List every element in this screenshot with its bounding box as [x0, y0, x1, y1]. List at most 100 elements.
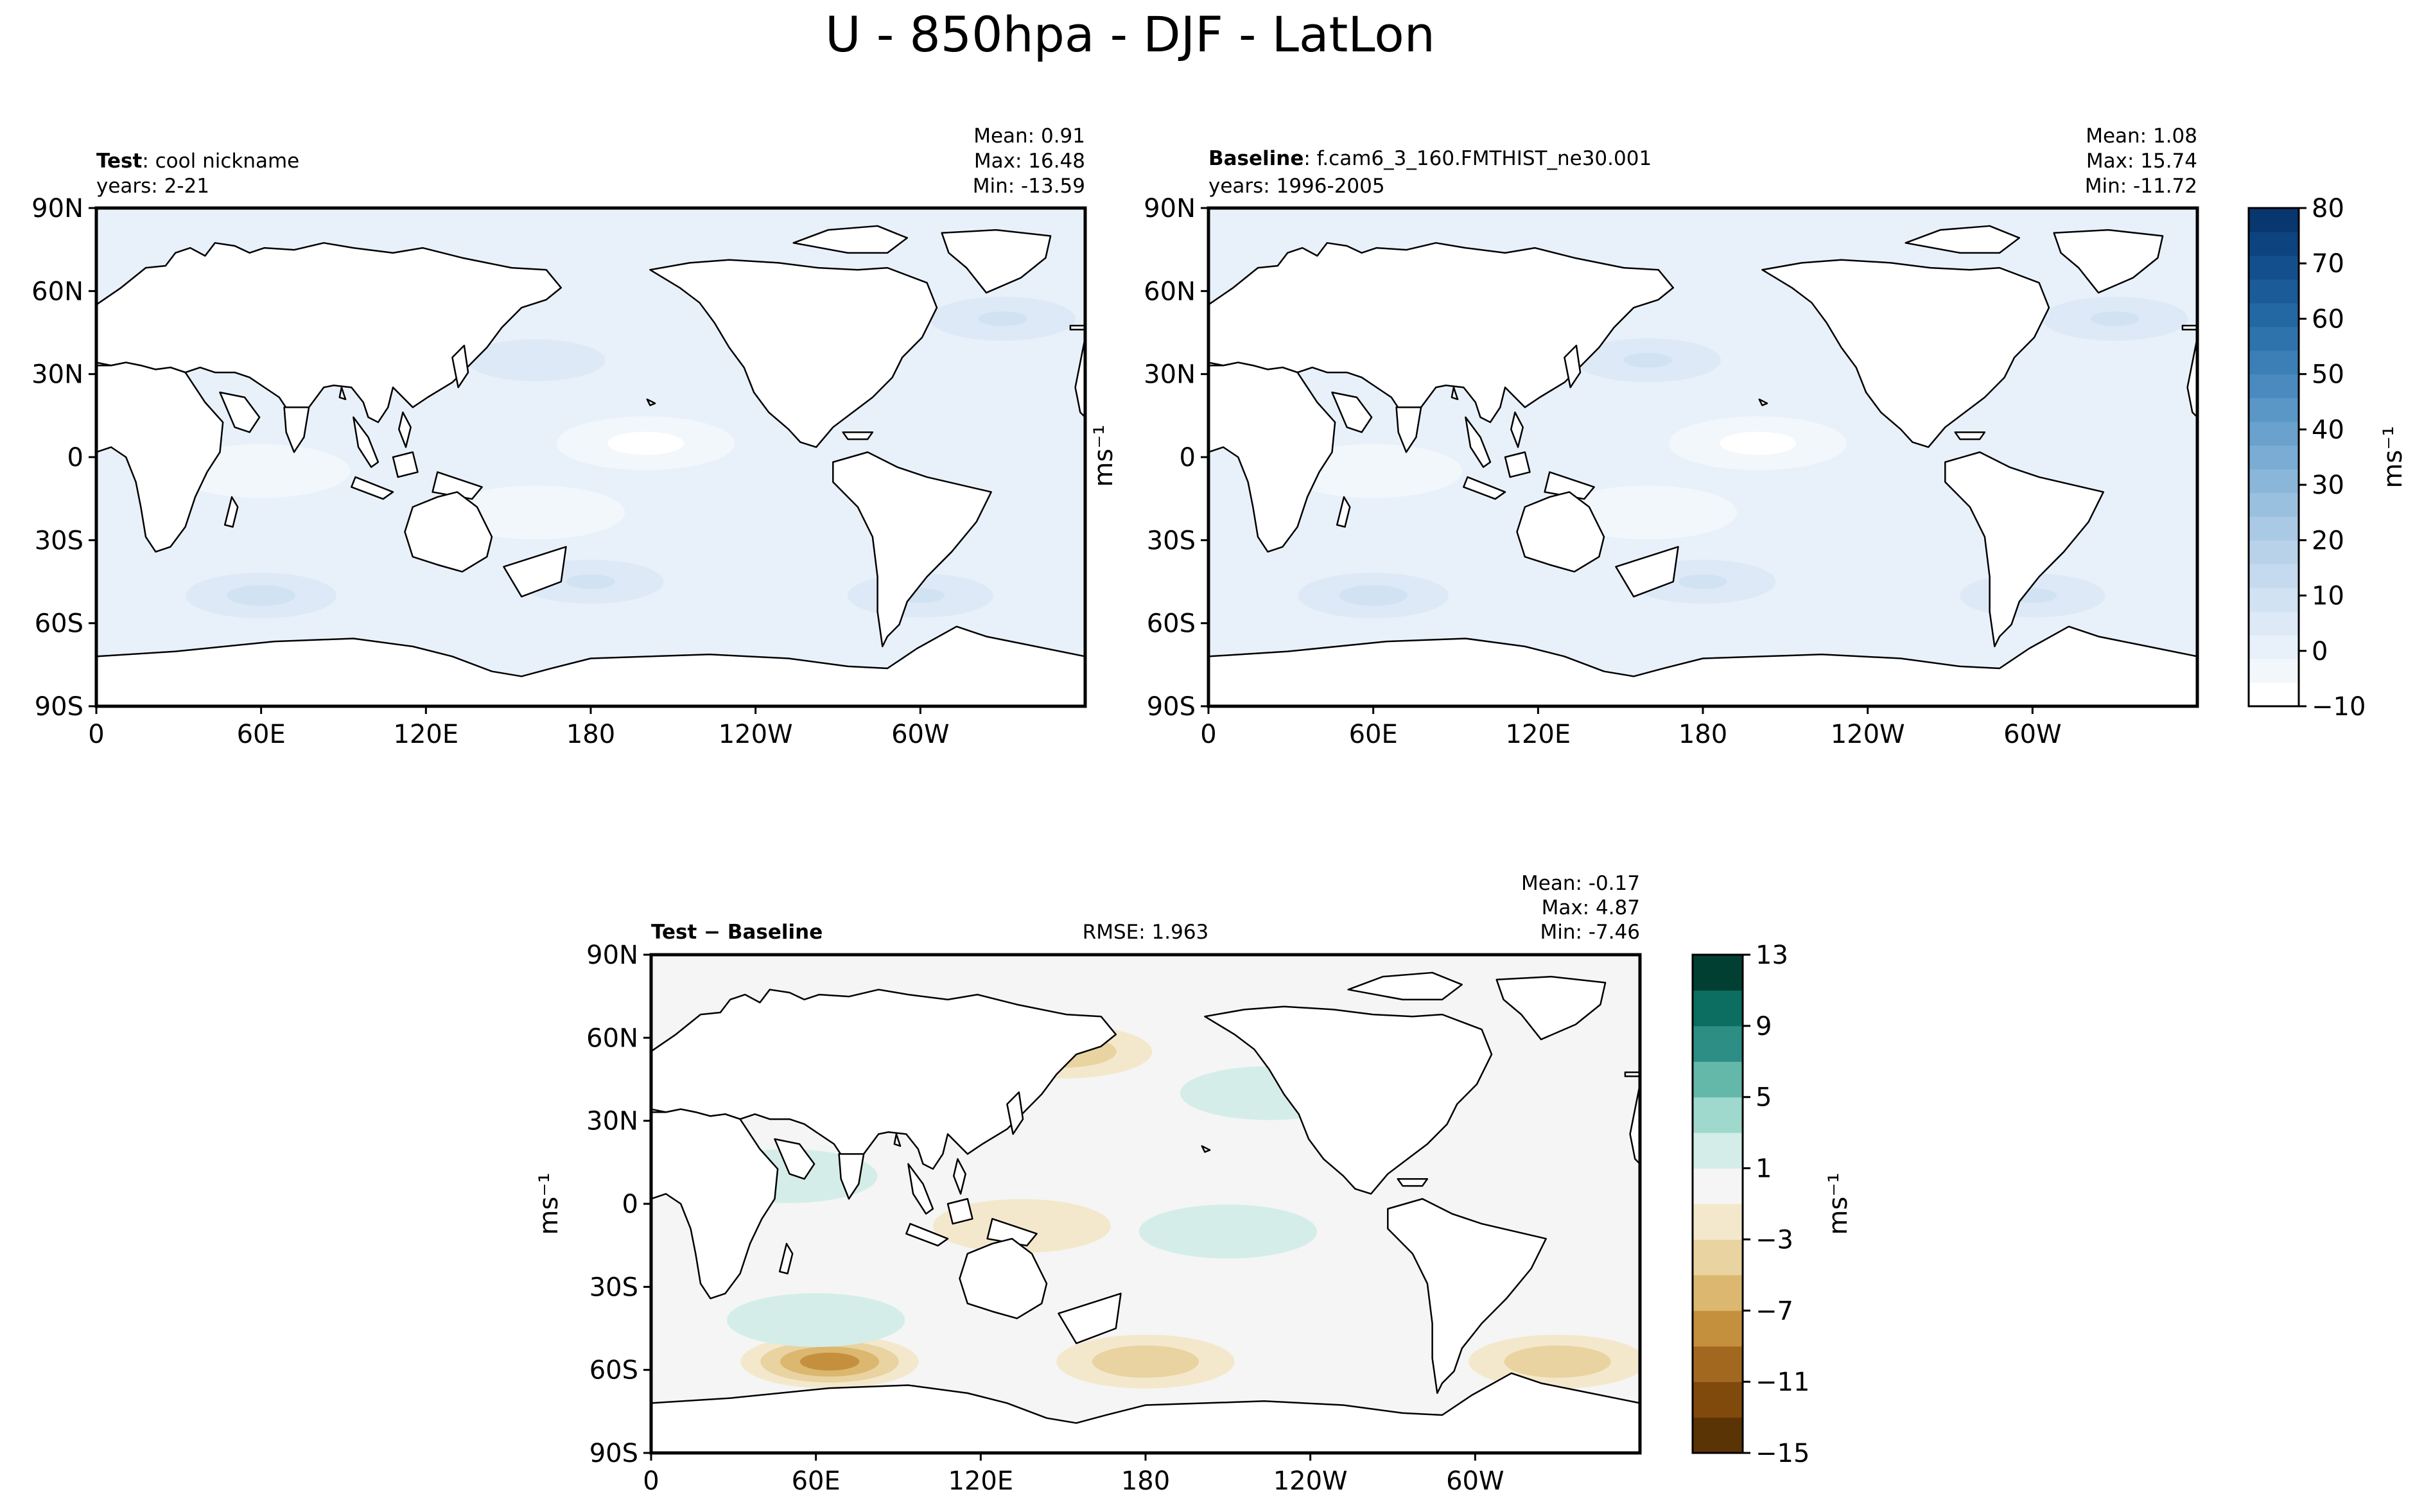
test-mean: Mean: 0.91: [973, 125, 1085, 148]
diff-y-tick-label: 0: [622, 1190, 638, 1219]
diff-colorbar-tick-label: 9: [1756, 1012, 1772, 1041]
baseline-panel: 0 60E 120E 180 120W 60W 90N 60N 30N 0 30S 60S 90S: [1144, 194, 2199, 749]
main-colorbar-swatch: [2249, 611, 2299, 636]
baseline-y-tick-label: 60S: [1147, 609, 1196, 639]
test-x-tick-label: 60W: [891, 720, 949, 749]
diff-colorbar-swatch: [1693, 1417, 1743, 1454]
test-field-contour: [506, 351, 566, 370]
main-colorbar-swatch: [2249, 635, 2299, 659]
diff-colorbar-swatch: [1693, 1061, 1743, 1098]
main-colorbar-swatch: [2249, 516, 2299, 541]
test-x-tick-label: 0: [88, 720, 104, 749]
diff-colorbar-swatch: [1693, 955, 1743, 991]
diff-colorbar-tick-label: −3: [1756, 1225, 1793, 1255]
diff-colorbar-units: ms⁻¹: [1824, 1173, 1853, 1235]
test-min: Min: -13.59: [973, 175, 1085, 198]
baseline-label: Baseline: f.cam6_3_160.FMTHIST_ne30.001: [1208, 147, 1652, 170]
test-panel: 0 60E 120E 180 120W 60W 90N 60N 30N 0 30S 60S 90S: [31, 194, 1087, 749]
baseline-min: Min: -11.72: [2085, 175, 2197, 198]
baseline-field-contour: [1352, 589, 1394, 602]
diff-x-tick-label: 0: [643, 1466, 659, 1496]
diff-y-tick-label: 60S: [589, 1356, 638, 1386]
diff-field-contour: [1092, 1345, 1199, 1378]
diff-max: Max: 4.87: [1542, 896, 1640, 919]
main-colorbar-tick-label: 0: [2312, 637, 2328, 666]
main-colorbar-tick-label: 50: [2312, 360, 2344, 390]
diff-colorbar: 13 9 5 1 −3 −7 −11 −15: [1691, 941, 1809, 1468]
diff-colorbar-swatch: [1693, 1274, 1743, 1311]
diff-colorbar-tick-label: −7: [1756, 1296, 1793, 1326]
test-x-tick-label: 120E: [394, 720, 459, 749]
baseline-x-tick-label: 120W: [1831, 720, 1905, 749]
diff-colorbar-swatch: [1693, 990, 1743, 1027]
test-y-tick-label: 60S: [35, 609, 83, 639]
baseline-x-tick-label: 60E: [1349, 720, 1398, 749]
baseline-years: years: 1996-2005: [1208, 175, 1385, 198]
test-y-tick-label: 30S: [35, 526, 83, 555]
top-units-label: ms⁻¹: [1089, 425, 1119, 487]
baseline-field-contour: [1594, 496, 1702, 529]
main-colorbar-swatch: [2249, 255, 2299, 280]
main-colorbar-swatch: [2249, 208, 2299, 232]
baseline-x-tick-label: 120E: [1506, 720, 1571, 749]
diff-colorbar-swatch: [1693, 1310, 1743, 1347]
main-colorbar-tick-label: 30: [2312, 471, 2344, 500]
main-colorbar-swatch: [2249, 279, 2299, 304]
baseline-field-contour: [2090, 311, 2140, 326]
main-colorbar-swatch: [2249, 445, 2299, 469]
main-colorbar-swatch: [2249, 540, 2299, 564]
diff-colorbar-tick-label: 13: [1756, 941, 1788, 970]
diff-colorbar-swatch: [1693, 1239, 1743, 1276]
diff-min: Min: -7.46: [1540, 921, 1640, 944]
main-colorbar-swatch: [2249, 231, 2299, 256]
test-y-tick-label: 90N: [31, 194, 83, 223]
test-field-contour: [240, 589, 282, 602]
baseline-field-contour: [1320, 455, 1427, 487]
baseline-y-tick-label: 30S: [1147, 526, 1196, 555]
test-y-tick-label: 0: [67, 443, 83, 473]
baseline-y-tick-label: 30N: [1144, 360, 1196, 390]
main-colorbar-swatch: [2249, 469, 2299, 493]
test-label: Test: cool nickname: [96, 150, 299, 173]
main-colorbar-swatch: [2249, 350, 2299, 375]
test-field-contour: [607, 431, 684, 455]
diff-colorbar-swatch: [1693, 1097, 1743, 1133]
diff-x-tick-label: 180: [1121, 1466, 1170, 1496]
baseline-y-tick-label: 90N: [1144, 194, 1196, 223]
test-y-tick-label: 90S: [35, 692, 83, 722]
test-field-contour: [978, 311, 1027, 326]
diff-colorbar-swatch: [1693, 1204, 1743, 1240]
diff-x-tick-label: 60E: [792, 1466, 841, 1496]
diff-colorbar-swatch: [1693, 1382, 1743, 1418]
test-years: years: 2-21: [96, 175, 209, 198]
main-colorbar-tick-label: 80: [2312, 194, 2344, 223]
diff-colorbar-swatch: [1693, 1133, 1743, 1169]
diff-field-contour: [1504, 1345, 1611, 1378]
main-colorbar-tick-label: 10: [2312, 582, 2344, 611]
diff-y-tick-label: 30S: [589, 1273, 638, 1302]
test-x-tick-label: 180: [566, 720, 615, 749]
diff-units-label: ms⁻¹: [534, 1173, 564, 1235]
main-colorbar-tick-label: 20: [2312, 526, 2344, 555]
diff-colorbar-tick-label: 1: [1756, 1154, 1772, 1184]
diff-label: Test − Baseline: [651, 921, 823, 944]
main-colorbar-swatch: [2249, 682, 2299, 707]
diff-field-contour: [799, 1352, 860, 1371]
main-colorbar-swatch: [2249, 302, 2299, 327]
baseline-x-tick-label: 0: [1200, 720, 1216, 749]
test-x-tick-label: 120W: [719, 720, 793, 749]
test-y-tick-label: 30N: [31, 360, 83, 390]
diff-x-tick-label: 120W: [1273, 1466, 1348, 1496]
diff-colorbar-swatch: [1693, 1168, 1743, 1204]
main-colorbar-tick-label: 60: [2312, 304, 2344, 334]
baseline-x-tick-label: 180: [1678, 720, 1727, 749]
main-colorbar-swatch: [2249, 326, 2299, 351]
baseline-y-tick-label: 90S: [1147, 692, 1196, 722]
main-colorbar-swatch: [2249, 587, 2299, 612]
figure-title: U - 850hpa - DJF - LatLon: [825, 6, 1435, 63]
main-colorbar-tick-label: 70: [2312, 249, 2344, 279]
test-y-tick-label: 60N: [31, 277, 83, 306]
diff-y-tick-label: 90N: [586, 941, 638, 970]
baseline-y-tick-label: 0: [1180, 443, 1196, 473]
main-colorbar-tick-label: 40: [2312, 415, 2344, 445]
